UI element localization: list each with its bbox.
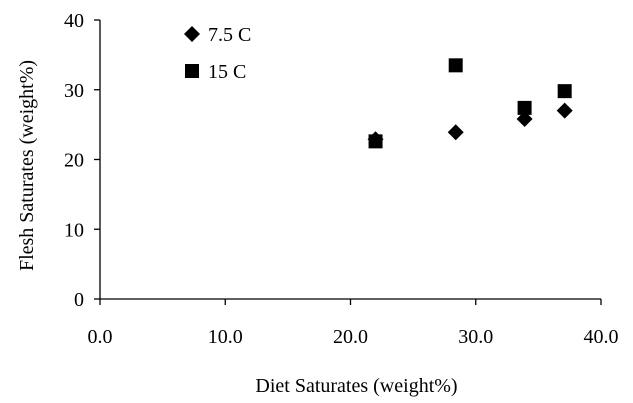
square-point	[557, 84, 572, 99]
x-tick-label: 0.0	[88, 326, 113, 348]
legend-label: 15 C	[208, 61, 246, 83]
x-tick-label: 20.0	[333, 326, 368, 348]
diamond-point	[516, 111, 533, 128]
legend: 7.5 C 15 C	[184, 24, 251, 83]
square-point	[517, 100, 532, 115]
y-tick-label: 0	[74, 289, 84, 311]
legend-square-marker	[185, 64, 199, 78]
square-point	[368, 134, 383, 149]
legend-label: 7.5 C	[208, 24, 251, 46]
x-tick-label: 40.0	[584, 326, 619, 348]
x-tick-label: 10.0	[208, 326, 243, 348]
y-tick-label: 10	[64, 219, 84, 241]
diamond-point	[556, 102, 573, 119]
y-tick-label: 20	[64, 150, 84, 172]
axes	[99, 20, 601, 300]
data-points	[367, 58, 573, 149]
x-tick-label: 30.0	[458, 326, 493, 348]
legend-diamond-marker	[184, 26, 200, 42]
y-tick-label: 30	[64, 80, 84, 102]
y-ticks: 0 10 20 30 40	[64, 10, 100, 311]
x-ticks: 0.0 10.0 20.0 30.0 40.0	[88, 299, 619, 348]
x-axis-title: Diet Saturates (weight%)	[255, 375, 457, 397]
diamond-point	[447, 124, 464, 141]
y-axis-title: Flesh Saturates (weight%)	[16, 60, 38, 271]
square-point	[448, 58, 463, 73]
y-tick-label: 40	[64, 10, 84, 32]
